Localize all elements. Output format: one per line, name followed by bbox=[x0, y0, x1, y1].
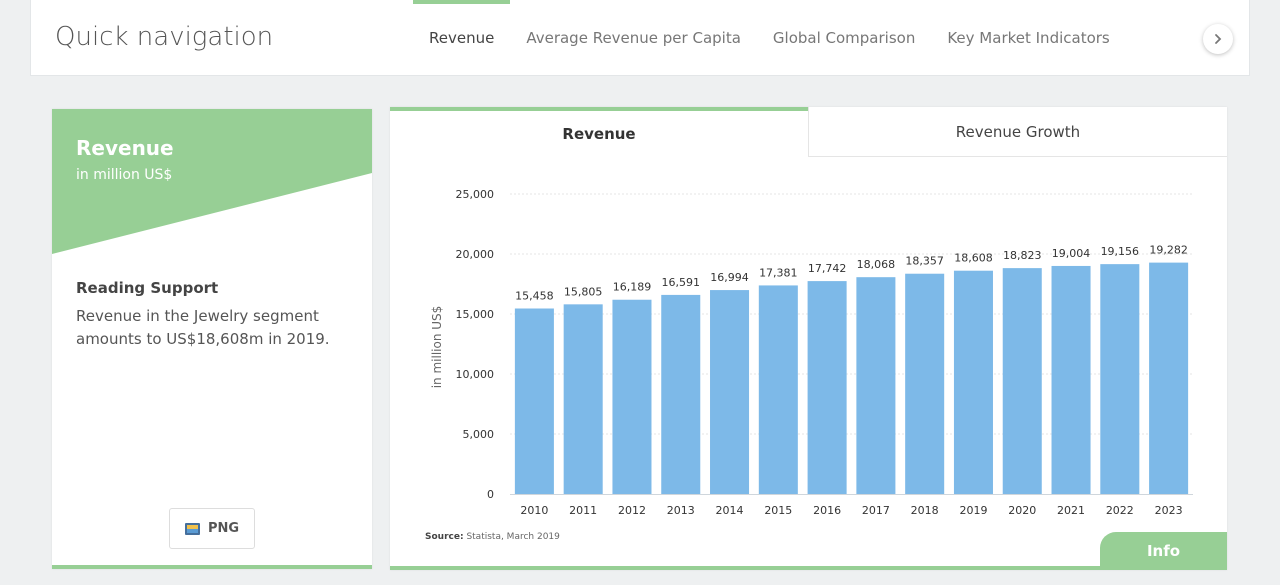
data-label: 17,742 bbox=[808, 262, 847, 275]
bar bbox=[807, 281, 847, 494]
next-button[interactable] bbox=[1203, 24, 1233, 54]
y-tick-label: 10,000 bbox=[456, 368, 495, 381]
data-label: 18,823 bbox=[1003, 249, 1042, 262]
bar bbox=[1100, 264, 1140, 494]
quick-navigation-tabs: Revenue Average Revenue per Capita Globa… bbox=[413, 0, 1126, 76]
y-axis-label: in million US$ bbox=[430, 306, 444, 389]
data-label: 18,068 bbox=[857, 258, 896, 271]
x-tick-label: 2022 bbox=[1106, 504, 1134, 517]
data-label: 19,004 bbox=[1052, 247, 1091, 260]
x-tick-label: 2010 bbox=[520, 504, 548, 517]
x-tick-label: 2018 bbox=[911, 504, 939, 517]
revenue-info-card: Revenue in million US$ Reading Support R… bbox=[52, 109, 372, 569]
source-label: Source: bbox=[425, 532, 464, 542]
quick-navigation-bar: Quick navigation Revenue Average Revenue… bbox=[30, 0, 1250, 76]
bar bbox=[758, 285, 798, 494]
bar bbox=[1002, 268, 1042, 494]
x-tick-label: 2019 bbox=[959, 504, 987, 517]
x-tick-label: 2014 bbox=[716, 504, 744, 517]
bar bbox=[612, 299, 652, 494]
revenue-bar-chart: 0 5,000 10,000 15,000 20,000 25,000 in million… bbox=[430, 188, 1193, 517]
quick-navigation-title: Quick navigation bbox=[55, 22, 274, 52]
bar bbox=[953, 270, 993, 494]
tab-revenue[interactable]: Revenue bbox=[413, 0, 511, 76]
chart-tab-revenue-growth[interactable]: Revenue Growth bbox=[808, 107, 1227, 157]
y-tick-label: 5,000 bbox=[463, 428, 495, 441]
chevron-right-icon bbox=[1215, 34, 1222, 44]
source-note: Source: Statista, March 2019 bbox=[425, 532, 560, 542]
tab-global-comparison[interactable]: Global Comparison bbox=[772, 29, 916, 47]
x-tick-label: 2020 bbox=[1008, 504, 1036, 517]
png-label: PNG bbox=[207, 521, 240, 536]
data-label: 19,156 bbox=[1101, 245, 1140, 258]
x-tick-label: 2021 bbox=[1057, 504, 1085, 517]
x-tick-label: 2017 bbox=[862, 504, 890, 517]
info-button[interactable]: Info bbox=[1100, 532, 1227, 570]
data-label: 15,458 bbox=[515, 290, 554, 303]
y-tick-label: 15,000 bbox=[456, 308, 495, 321]
chart-tab-revenue[interactable]: Revenue bbox=[390, 107, 808, 157]
x-tick-label: 2013 bbox=[667, 504, 695, 517]
x-tick-label: 2016 bbox=[813, 504, 841, 517]
png-download-button[interactable]: PNG bbox=[169, 508, 255, 549]
source-text: Statista, March 2019 bbox=[466, 532, 560, 542]
data-label: 18,608 bbox=[954, 252, 993, 265]
bar bbox=[1149, 262, 1189, 494]
bar bbox=[661, 294, 701, 494]
tab-average-revenue-per-capita[interactable]: Average Revenue per Capita bbox=[526, 29, 741, 47]
data-label: 17,381 bbox=[759, 266, 798, 279]
data-label: 18,357 bbox=[905, 255, 944, 268]
data-label: 16,189 bbox=[613, 281, 652, 294]
x-tick-label: 2012 bbox=[618, 504, 646, 517]
y-tick-label: 20,000 bbox=[456, 248, 495, 261]
bar bbox=[905, 273, 945, 494]
image-icon bbox=[184, 522, 200, 535]
y-tick-label: 25,000 bbox=[456, 188, 495, 201]
card-title: Revenue bbox=[76, 136, 174, 160]
bar bbox=[514, 308, 554, 494]
x-tick-label: 2015 bbox=[764, 504, 792, 517]
bar bbox=[710, 290, 750, 494]
bar bbox=[856, 277, 896, 494]
data-label: 15,805 bbox=[564, 285, 603, 298]
card-unit: in million US$ bbox=[76, 167, 173, 183]
chart-card: Revenue Revenue Growth 0 5,000 10,000 15,00… bbox=[390, 107, 1227, 570]
x-tick-label: 2023 bbox=[1155, 504, 1183, 517]
bar bbox=[1051, 265, 1091, 494]
x-tick-label: 2011 bbox=[569, 504, 597, 517]
y-tick-label: 0 bbox=[487, 488, 494, 501]
bar bbox=[563, 304, 603, 494]
card-banner bbox=[52, 109, 372, 254]
data-label: 16,591 bbox=[662, 276, 701, 289]
reading-support-text: Revenue in the Jewelry segment amounts t… bbox=[76, 307, 330, 348]
data-label: 16,994 bbox=[710, 271, 749, 284]
data-label: 19,282 bbox=[1149, 244, 1188, 257]
tab-key-market-indicators[interactable]: Key Market Indicators bbox=[947, 29, 1110, 47]
reading-support-title: Reading Support bbox=[76, 279, 219, 297]
